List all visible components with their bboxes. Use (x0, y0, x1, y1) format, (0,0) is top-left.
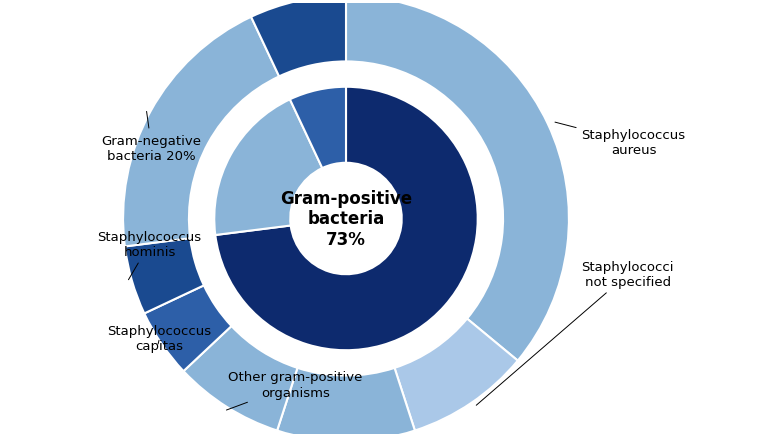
Wedge shape (184, 326, 297, 431)
Wedge shape (251, 0, 346, 77)
Text: Mixed
infection 7%: Mixed infection 7% (0, 437, 1, 438)
Wedge shape (346, 0, 569, 361)
Wedge shape (290, 88, 346, 169)
Wedge shape (215, 88, 478, 350)
Text: Staphylococcus
aureus: Staphylococcus aureus (555, 123, 686, 157)
Text: Gram-negative
bacteria 20%: Gram-negative bacteria 20% (101, 112, 201, 162)
Text: Staphylococci
not specified: Staphylococci not specified (476, 261, 674, 405)
Wedge shape (144, 286, 231, 371)
Wedge shape (123, 18, 279, 247)
Text: Other gram-positive
organisms: Other gram-positive organisms (227, 371, 362, 410)
Text: Gram-positive
bacteria
73%: Gram-positive bacteria 73% (280, 189, 412, 249)
Wedge shape (395, 319, 518, 431)
Text: Staphylococcus
capitas: Staphylococcus capitas (108, 324, 212, 352)
Wedge shape (214, 100, 323, 236)
Text: Staphylococcus
epidermis: Staphylococcus epidermis (0, 437, 1, 438)
Wedge shape (277, 368, 415, 438)
Text: Staphylococcus
hominis: Staphylococcus hominis (98, 230, 201, 280)
Wedge shape (125, 239, 204, 314)
